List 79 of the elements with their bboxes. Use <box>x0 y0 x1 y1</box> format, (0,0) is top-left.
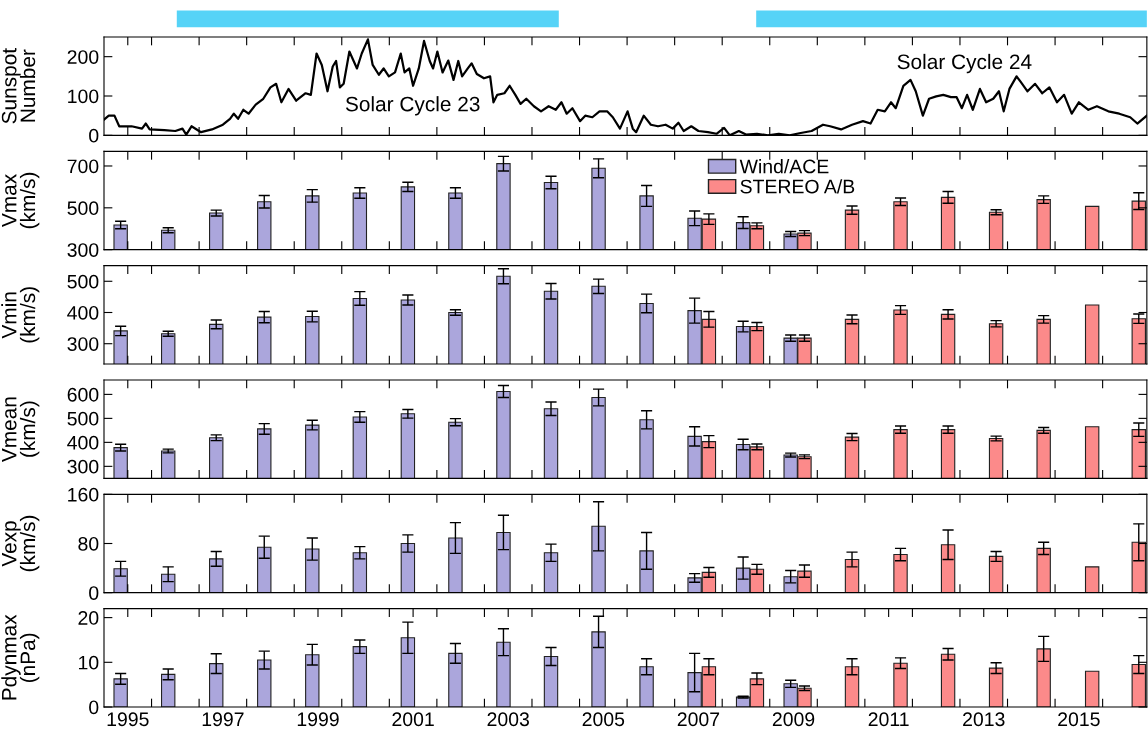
y-tick-label: 0 <box>89 128 99 143</box>
y-tick-label: 80 <box>78 536 99 551</box>
x-tick-label: 1997 <box>202 712 244 727</box>
x-tick-label: 2015 <box>1058 712 1100 727</box>
bar <box>988 555 1004 593</box>
bar <box>209 558 224 593</box>
y-tick-label: 500 <box>67 274 99 289</box>
bar <box>113 568 128 593</box>
bar <box>591 631 606 707</box>
x-tick-label: 2005 <box>582 712 625 727</box>
bar <box>257 546 272 593</box>
annotation: Solar Cycle 24 <box>897 53 1032 74</box>
y-tick-label: 300 <box>67 459 99 474</box>
y-axis-title: Pdynmax (nPa) <box>1 614 40 700</box>
bar <box>400 542 416 593</box>
y-axis-title: Sunspot Number <box>1 48 36 124</box>
bar <box>893 554 908 593</box>
y-tick-label: 300 <box>67 337 99 351</box>
bar <box>1131 663 1146 707</box>
bar <box>1084 670 1100 707</box>
y-tick-label: 600 <box>67 387 99 402</box>
bar <box>352 646 368 707</box>
bar <box>844 558 860 593</box>
y-tick-label: 400 <box>67 305 99 320</box>
bar <box>543 552 559 593</box>
bar <box>209 663 224 707</box>
legend-label: STEREO A/B <box>740 179 855 194</box>
x-tick-label: 1995 <box>107 712 149 727</box>
bar <box>448 652 463 707</box>
x-tick-label: 2001 <box>392 712 434 727</box>
bar <box>448 537 463 593</box>
y-axis-title: Vexp (km/s) <box>2 515 40 572</box>
x-tick-label: 2007 <box>677 712 720 727</box>
y-tick-label: 300 <box>67 243 99 257</box>
bar <box>496 531 511 593</box>
bar <box>940 544 956 593</box>
bar <box>639 666 654 707</box>
legend-label: Wind/ACE <box>739 159 829 174</box>
bar <box>639 550 654 593</box>
y-tick-label: 400 <box>67 435 99 450</box>
bar <box>160 573 176 593</box>
bar <box>352 552 368 593</box>
y-axis-title: Vmax (km/s) <box>2 172 40 229</box>
x-tick-label: 2009 <box>772 712 815 727</box>
x-tick-label: 2003 <box>487 712 529 727</box>
bar <box>1036 648 1051 707</box>
y-tick-label: 0 <box>89 700 99 715</box>
bar <box>844 666 860 707</box>
bar <box>591 525 606 593</box>
bar <box>160 673 176 707</box>
bar <box>113 678 128 707</box>
x-tick-label: 2011 <box>868 712 909 727</box>
y-tick-label: 10 <box>79 655 99 670</box>
y-tick-label: 500 <box>67 201 99 216</box>
y-tick-label: 700 <box>67 159 99 174</box>
bar <box>1131 541 1146 593</box>
bar <box>305 548 320 593</box>
x-tick-label: 1999 <box>297 712 339 727</box>
annotation: Solar Cycle 23 <box>345 96 480 116</box>
line-series <box>104 38 1147 136</box>
bar <box>1084 566 1100 593</box>
y-tick-label: 100 <box>68 89 99 104</box>
bar <box>893 662 908 707</box>
bar <box>988 667 1004 707</box>
y-axis-title: Vmean (km/s) <box>2 397 40 463</box>
bar <box>496 641 511 707</box>
y-tick-label: 20 <box>78 611 99 625</box>
bar <box>940 653 956 707</box>
y-tick-label: 0 <box>89 586 99 600</box>
bar <box>1036 547 1051 593</box>
bar <box>543 655 559 707</box>
bar <box>257 659 272 707</box>
y-axis-title: Vmin (km/s) <box>1 287 40 343</box>
bar <box>305 654 320 707</box>
y-tick-label: 500 <box>67 411 99 426</box>
bar <box>400 637 416 707</box>
x-tick-label: 2013 <box>963 712 1005 727</box>
y-tick-label: 200 <box>67 50 99 64</box>
y-tick-label: 160 <box>68 487 99 502</box>
